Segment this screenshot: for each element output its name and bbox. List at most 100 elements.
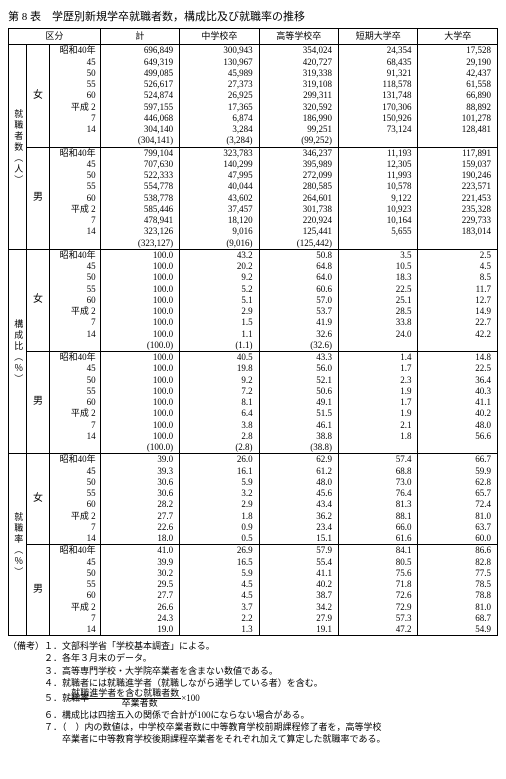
year-cell: 7 — [49, 215, 100, 226]
col-daigaku: 大学卒 — [418, 29, 498, 45]
data-cell: 72.6 — [339, 590, 418, 601]
data-cell: 30.6 — [100, 477, 179, 488]
data-cell: 300,943 — [180, 45, 259, 57]
year-cell: 50 — [49, 477, 100, 488]
data-cell: 56.6 — [418, 431, 498, 442]
footnote-line: ６．構成比は四捨五入の関係で合計が100にならない場合がある。 — [8, 709, 498, 721]
year-cell: 50 — [49, 272, 100, 283]
data-cell: 395,989 — [259, 159, 338, 170]
data-cell: (32.6) — [259, 340, 338, 352]
year-cell: 昭和40年 — [49, 147, 100, 159]
data-cell: 47.2 — [339, 624, 418, 636]
table-title: 第 8 表 学歴別新規学卒就職者数，構成比及び就職率の推移 — [8, 8, 498, 24]
data-cell: 10,578 — [339, 181, 418, 192]
data-cell: 323,783 — [180, 147, 259, 159]
data-cell: 1.9 — [339, 386, 418, 397]
data-cell: 68.8 — [339, 466, 418, 477]
year-cell: 55 — [49, 79, 100, 90]
data-cell: 17,528 — [418, 45, 498, 57]
data-cell: 43,602 — [180, 193, 259, 204]
year-cell: 45 — [49, 363, 100, 374]
data-cell: 43.2 — [180, 249, 259, 261]
data-cell — [339, 238, 418, 250]
data-cell: 0.5 — [180, 533, 259, 545]
data-cell: 235,328 — [418, 204, 498, 215]
col-kubun: 区分 — [9, 29, 101, 45]
year-cell: 昭和40年 — [49, 249, 100, 261]
data-cell: (323,127) — [100, 238, 179, 250]
data-cell: 707,630 — [100, 159, 179, 170]
year-cell — [49, 442, 100, 454]
year-cell: 14 — [49, 124, 100, 135]
data-cell: 26.0 — [180, 454, 259, 466]
data-cell — [418, 238, 498, 250]
data-cell: 41.1 — [418, 397, 498, 408]
year-cell: 50 — [49, 68, 100, 79]
year-cell: 55 — [49, 284, 100, 295]
data-cell: 100.0 — [100, 420, 179, 431]
data-cell: 100.0 — [100, 408, 179, 419]
year-cell: 7 — [49, 113, 100, 124]
data-cell: 150,926 — [339, 113, 418, 124]
data-cell: 6.4 — [180, 408, 259, 419]
year-cell: 平成 2 — [49, 511, 100, 522]
data-cell: 1.3 — [180, 624, 259, 636]
data-cell: 33.8 — [339, 317, 418, 328]
year-cell — [49, 340, 100, 352]
data-cell: 24.3 — [100, 613, 179, 624]
footnote-line: ２．各年３月末のデータ。 — [8, 652, 498, 664]
data-cell: 100.0 — [100, 363, 179, 374]
data-cell: 323,126 — [100, 226, 179, 237]
year-cell: 7 — [49, 522, 100, 533]
data-cell: 78.8 — [418, 590, 498, 601]
data-cell: 91,321 — [339, 68, 418, 79]
year-cell: 60 — [49, 90, 100, 101]
data-cell: 55.4 — [259, 557, 338, 568]
data-cell: 40.5 — [180, 352, 259, 364]
data-table: 区分計中学校卒高等学校卒短期大学卒大学卒就職者数︵人︶女昭和40年696,849… — [8, 28, 498, 636]
year-cell: 平成 2 — [49, 408, 100, 419]
data-cell: 10.5 — [339, 261, 418, 272]
footnote-line: ３．高等専門学校・大学院卒業者を含まない数値である。 — [8, 665, 498, 677]
data-cell: 19.0 — [100, 624, 179, 636]
data-cell: 280,585 — [259, 181, 338, 192]
data-cell: 3.7 — [180, 602, 259, 613]
data-cell: 71.8 — [339, 579, 418, 590]
data-cell: 1.9 — [339, 408, 418, 419]
data-cell: 100.0 — [100, 261, 179, 272]
data-cell: 73.0 — [339, 477, 418, 488]
data-cell: 19.1 — [259, 624, 338, 636]
data-cell: 319,338 — [259, 68, 338, 79]
data-cell: 62.8 — [418, 477, 498, 488]
data-cell: 9.2 — [180, 375, 259, 386]
year-cell: 平成 2 — [49, 602, 100, 613]
data-cell: 9,122 — [339, 193, 418, 204]
data-cell: 526,617 — [100, 79, 179, 90]
data-cell: 3.5 — [339, 249, 418, 261]
year-cell: 50 — [49, 568, 100, 579]
year-cell: 55 — [49, 488, 100, 499]
data-cell: 183,014 — [418, 226, 498, 237]
data-cell: 6,874 — [180, 113, 259, 124]
data-cell: 34.2 — [259, 602, 338, 613]
data-cell: 75.6 — [339, 568, 418, 579]
data-cell: 64.0 — [259, 272, 338, 283]
data-cell: 38.8 — [259, 431, 338, 442]
data-cell: 5,655 — [339, 226, 418, 237]
data-cell: 354,024 — [259, 45, 338, 57]
data-cell: 320,592 — [259, 102, 338, 113]
col-tandai: 短期大学卒 — [339, 29, 418, 45]
data-cell: 18,120 — [180, 215, 259, 226]
data-cell: (9,016) — [180, 238, 259, 250]
data-cell: 11.7 — [418, 284, 498, 295]
data-cell: 264,601 — [259, 193, 338, 204]
data-cell: 319,108 — [259, 79, 338, 90]
data-cell: 597,155 — [100, 102, 179, 113]
data-cell: 522,333 — [100, 170, 179, 181]
data-cell: 4.5 — [180, 579, 259, 590]
data-cell: 799,104 — [100, 147, 179, 159]
data-cell: 27,373 — [180, 79, 259, 90]
data-cell: 7.2 — [180, 386, 259, 397]
data-cell: 478,941 — [100, 215, 179, 226]
year-cell: 60 — [49, 499, 100, 510]
